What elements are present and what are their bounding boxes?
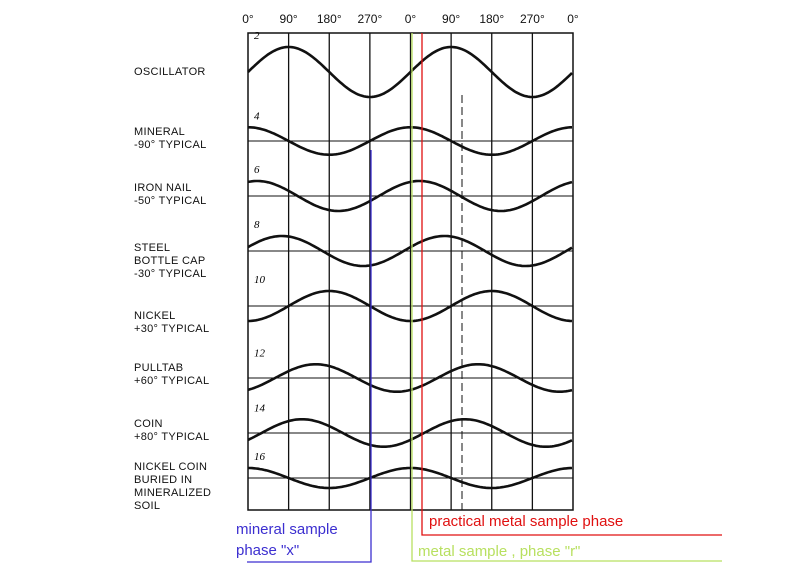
practical-phase-line [421,33,722,536]
axis-tick: 90° [442,12,461,26]
metal-phase-annotation: metal sample , phase "r" [418,543,581,560]
reference-numeral: 16 [254,451,266,463]
signal-label: NICKEL +30° TYPICAL [134,310,210,335]
reference-numeral: 8 [254,219,260,231]
axis-tick: 0° [242,12,254,26]
reference-numeral: 2 [254,30,260,42]
signal-label: IRON NAIL -50° TYPICAL [134,182,207,207]
reference-numeral: 6 [254,164,260,176]
signal-waveform [248,466,573,490]
mineral-phase-annotation: mineral sample phase "x" [236,521,338,559]
reference-numeral: 10 [254,274,266,286]
axis-tick: 270° [519,12,545,26]
practical-phase-annotation: practical metal sample phase [429,513,624,530]
signal-label: PULLTAB +60° TYPICAL [134,362,210,387]
signal-label: COIN +80° TYPICAL [134,418,210,443]
signal-waveform [248,289,573,323]
signal-label: NICKEL COIN BURIED IN MINERALIZED SOIL [134,461,212,512]
signal-label: STEEL BOTTLE CAP -30° TYPICAL [134,242,207,280]
signal-label: OSCILLATOR [134,66,206,78]
axis-tick: 0° [404,12,417,26]
axis-tick: 180° [316,12,342,26]
axis-tick: 90° [279,12,298,26]
metal-phase-line [411,33,722,562]
signal-waveform [248,126,572,156]
reference-numeral: 14 [254,402,266,414]
signal-waveform [247,363,573,393]
signal-waveform [247,234,573,268]
signal-label: MINERAL -90° TYPICAL [134,126,207,151]
reference-numeral: 12 [254,347,266,359]
signal-waveform [247,45,573,99]
signal-waveform [247,418,573,448]
reference-numeral: 4 [254,110,260,122]
axis-tick: 270° [357,12,383,26]
mineral-phase-line [247,150,372,563]
signal-waveform [247,179,573,213]
axis-tick: 0° [567,12,579,26]
axis-tick: 180° [479,12,505,26]
